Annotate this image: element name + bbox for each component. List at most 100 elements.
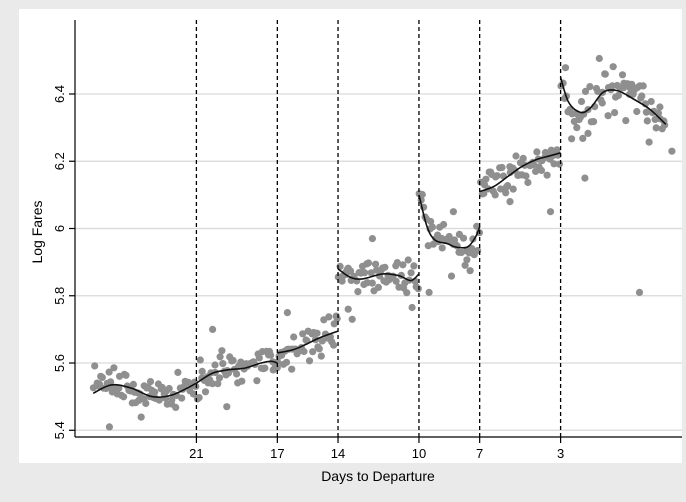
- scatter-point-407: [546, 208, 555, 216]
- scatter-point-382: [642, 108, 651, 116]
- scatter-point-330: [568, 135, 576, 143]
- scatter-point-351: [598, 99, 606, 107]
- scatter-point-86: [215, 374, 224, 382]
- scatter-point-219: [407, 269, 415, 277]
- scatter-point-403: [368, 235, 376, 243]
- y-tick-label-3: 6: [52, 225, 67, 232]
- scatter-point-20: [120, 393, 128, 401]
- scatter-point-182: [354, 288, 362, 296]
- scatter-point-354: [601, 70, 609, 78]
- scatter-point-227: [418, 190, 426, 199]
- scatter-point-304: [529, 161, 538, 169]
- scatter-point-359: [609, 63, 617, 71]
- scatter-point-258: [463, 256, 471, 264]
- scatter-point-112: [253, 377, 261, 385]
- scatter-point-213: [399, 261, 407, 269]
- scatter-point-133: [282, 358, 291, 366]
- y-tick-label-1: 5.6: [52, 354, 67, 372]
- scatter-point-383: [643, 117, 651, 125]
- fit-curves: [92, 76, 667, 399]
- scatter-point-17: [115, 384, 123, 392]
- scatter-point-380: [639, 82, 647, 90]
- scatter-point-397: [142, 399, 150, 407]
- y-tick-label-0: 5.4: [52, 421, 67, 439]
- scatter-point-271: [482, 175, 490, 183]
- scatter-point-93: [224, 369, 233, 377]
- scatter-point-306: [533, 148, 541, 156]
- scatter-point-72: [195, 394, 203, 402]
- scatter-point-375: [633, 107, 641, 116]
- scatter-point-6: [98, 373, 106, 381]
- scatter-point-408: [573, 124, 581, 132]
- scatter-point-83: [211, 361, 219, 369]
- x-tick-label-3: 10: [412, 446, 426, 461]
- scatter-point-149: [305, 357, 314, 365]
- scatter-point-269: [480, 189, 488, 198]
- scatter-point-256: [461, 261, 469, 269]
- scatter-point-82: [208, 380, 216, 388]
- scatter-point-360: [611, 109, 619, 117]
- scatter-point-144: [299, 330, 307, 338]
- scatter-point-201: [381, 263, 389, 271]
- scatter-point-345: [590, 118, 598, 126]
- scatter-point-234: [428, 223, 436, 231]
- scatter-point-154: [313, 329, 321, 337]
- fit-curve-1: [195, 360, 278, 384]
- scatter-point-42: [151, 388, 159, 396]
- scatter-point-14: [110, 364, 118, 372]
- scatter-point-68: [189, 390, 197, 398]
- scatter-point-102: [238, 377, 246, 385]
- scatter-point-292: [512, 152, 520, 160]
- scatter-point-411: [668, 147, 676, 155]
- scatter-point-166: [330, 320, 338, 328]
- scatter-point-406: [506, 198, 514, 206]
- scatter-point-136: [288, 365, 296, 373]
- scatter-point-158: [318, 337, 326, 345]
- scatter-point-45: [155, 396, 163, 404]
- scatter-point-343: [586, 83, 594, 91]
- scatter-point-300: [524, 178, 532, 187]
- scatter-point-279: [493, 172, 501, 180]
- scatter-point-165: [330, 341, 338, 349]
- scatter-point-299: [522, 172, 530, 180]
- scatter-point-340: [581, 87, 590, 95]
- x-tick-label-5: 3: [557, 446, 564, 461]
- fit-curve-0: [92, 382, 197, 399]
- scatter-point-402: [348, 315, 356, 323]
- x-tick-label-1: 17: [270, 446, 284, 461]
- scatter-point-73: [196, 356, 204, 364]
- scatter-point-326: [561, 64, 570, 72]
- scatter-point-379: [638, 92, 646, 100]
- scatter-point-217: [404, 256, 412, 264]
- scatter-point-384: [645, 138, 653, 146]
- scatter-point-318: [550, 160, 558, 168]
- scatter-point-224: [414, 285, 422, 293]
- scatter-point-162: [325, 313, 333, 321]
- x-tick-label-2: 14: [331, 446, 345, 461]
- scatter-point-410: [635, 288, 644, 296]
- scatter-point-355: [604, 112, 612, 120]
- fit-curve-2: [277, 330, 339, 354]
- scatter-point-247: [447, 272, 456, 280]
- x-axis-label: Days to Departure: [321, 468, 435, 484]
- scatter-point-233: [427, 217, 435, 226]
- scatter-point-52: [165, 384, 173, 393]
- scatter-point-138: [290, 333, 298, 341]
- scatter-point-11: [107, 378, 115, 386]
- scatter-point-87: [216, 353, 224, 361]
- scatter-point-210: [393, 259, 401, 267]
- scatter-point-337: [577, 97, 586, 106]
- scatter-point-242: [440, 220, 448, 229]
- scatter-point-405: [449, 208, 457, 216]
- scatter-point-363: [614, 91, 623, 100]
- scatter-point-385: [647, 97, 655, 106]
- scatter-point-309: [537, 166, 546, 174]
- scatter-point-10: [105, 368, 113, 376]
- scatter-point-241: [438, 244, 446, 252]
- fit-curve-4: [418, 194, 481, 249]
- scatter-point-39: [146, 378, 155, 386]
- scatter-point-368: [622, 117, 630, 125]
- scatter-point-396: [105, 423, 113, 431]
- scatter-point-1: [91, 362, 99, 370]
